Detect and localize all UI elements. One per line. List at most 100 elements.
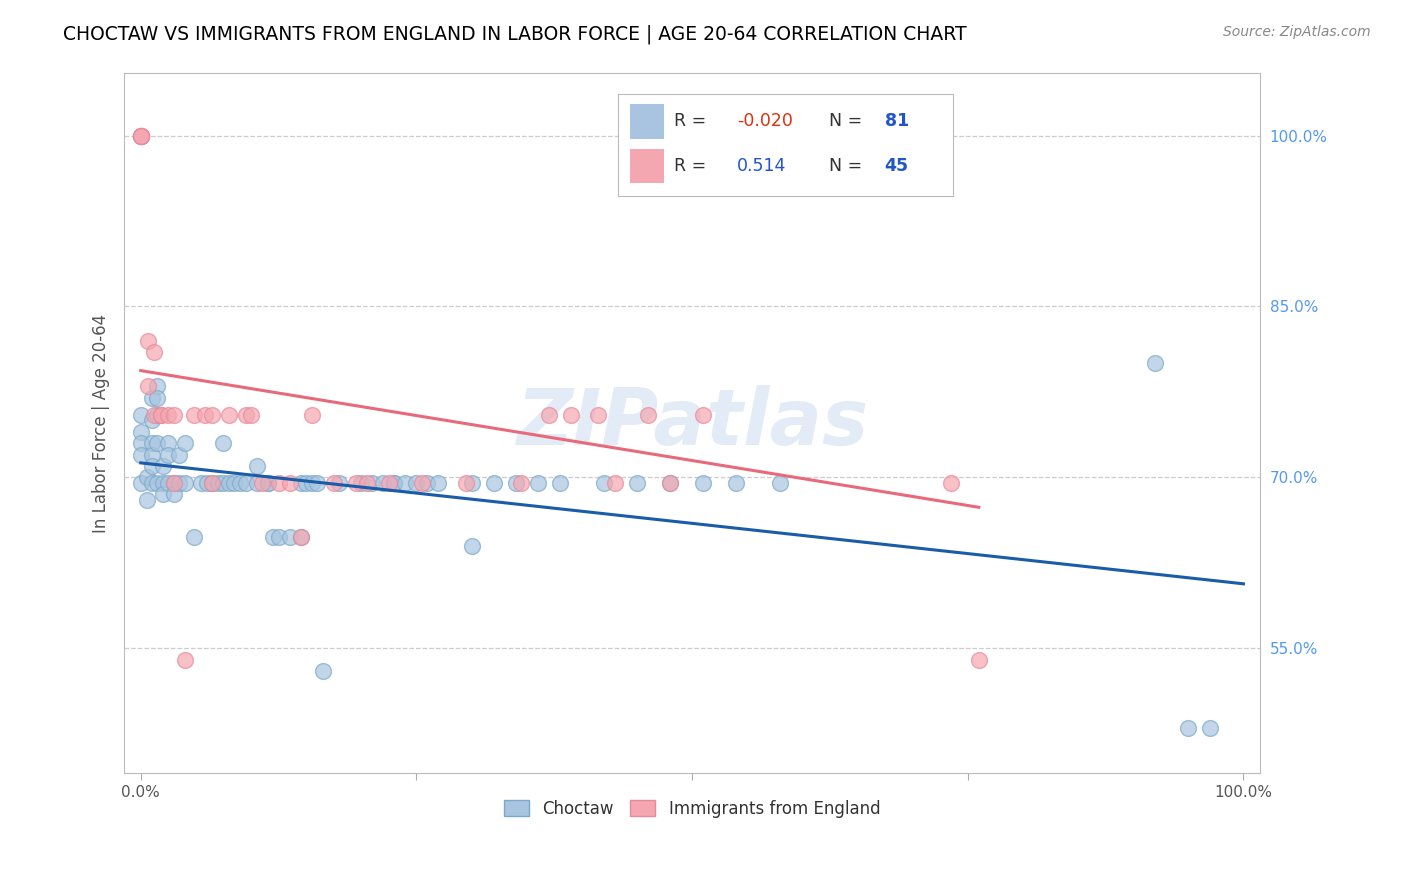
Point <box>267 529 290 543</box>
Point <box>152 487 174 501</box>
Point <box>245 475 267 490</box>
Point <box>149 408 172 422</box>
Point <box>129 128 152 143</box>
Point <box>405 475 427 490</box>
Point <box>659 475 682 490</box>
Point <box>218 408 240 422</box>
Point <box>201 475 224 490</box>
Point <box>146 436 169 450</box>
Point <box>190 475 212 490</box>
Point <box>157 436 180 450</box>
Point <box>924 128 946 143</box>
Point <box>356 475 378 490</box>
Point <box>427 475 450 490</box>
Point <box>307 475 329 490</box>
Point <box>322 475 344 490</box>
Point <box>290 529 312 543</box>
Point <box>526 475 548 490</box>
Point <box>163 408 186 422</box>
Text: Source: ZipAtlas.com: Source: ZipAtlas.com <box>1223 25 1371 39</box>
Point <box>141 475 163 490</box>
Point <box>692 408 714 422</box>
Point <box>157 408 180 422</box>
Point <box>344 475 367 490</box>
Y-axis label: In Labor Force | Age 20-64: In Labor Force | Age 20-64 <box>93 314 110 533</box>
Point <box>692 475 714 490</box>
Point <box>129 128 152 143</box>
Point <box>312 664 335 678</box>
Point <box>129 128 152 143</box>
Point <box>278 529 301 543</box>
Point <box>460 539 482 553</box>
Point <box>361 475 384 490</box>
Point <box>173 475 195 490</box>
Point <box>141 448 163 462</box>
Point <box>141 458 163 473</box>
Point <box>350 475 373 490</box>
Point <box>1177 721 1199 735</box>
Point <box>505 475 527 490</box>
Point <box>256 475 278 490</box>
Point <box>129 128 152 143</box>
Point <box>290 529 312 543</box>
Point <box>256 475 278 490</box>
Point <box>328 475 350 490</box>
Point <box>129 425 152 439</box>
Point <box>136 493 159 508</box>
Point <box>173 436 195 450</box>
Point <box>129 408 152 422</box>
Point <box>195 475 218 490</box>
Point <box>378 475 401 490</box>
Point <box>129 128 152 143</box>
Point <box>141 413 163 427</box>
Point <box>588 408 610 422</box>
Point <box>201 408 224 422</box>
Point <box>278 475 301 490</box>
Point <box>129 448 152 462</box>
Point <box>967 652 990 666</box>
Point <box>146 408 169 422</box>
Point <box>146 391 169 405</box>
Point <box>769 475 792 490</box>
Point <box>129 128 152 143</box>
Point <box>173 652 195 666</box>
Point <box>207 475 229 490</box>
Point <box>510 475 533 490</box>
Point <box>240 408 263 422</box>
Point <box>593 475 616 490</box>
Point <box>143 345 166 359</box>
Point <box>157 448 180 462</box>
Point <box>152 458 174 473</box>
Point <box>141 436 163 450</box>
Point <box>152 475 174 490</box>
Point <box>163 475 186 490</box>
Point <box>149 408 172 422</box>
Point <box>194 408 217 422</box>
Point <box>560 408 582 422</box>
Point <box>659 475 682 490</box>
Point <box>637 408 659 422</box>
Point <box>224 475 246 490</box>
Point <box>169 448 191 462</box>
Point <box>301 475 323 490</box>
Text: CHOCTAW VS IMMIGRANTS FROM ENGLAND IN LABOR FORCE | AGE 20-64 CORRELATION CHART: CHOCTAW VS IMMIGRANTS FROM ENGLAND IN LA… <box>63 25 967 45</box>
Point <box>157 475 180 490</box>
Point <box>290 475 312 490</box>
Point <box>138 334 160 348</box>
Point <box>183 408 205 422</box>
Legend: Choctaw, Immigrants from England: Choctaw, Immigrants from England <box>498 793 887 824</box>
Point <box>454 475 477 490</box>
Point <box>229 475 252 490</box>
Point <box>235 408 257 422</box>
Point <box>245 458 267 473</box>
Point <box>163 475 186 490</box>
Point <box>626 475 648 490</box>
Point <box>941 475 963 490</box>
Point <box>267 475 290 490</box>
Point <box>1144 356 1167 370</box>
Point <box>129 475 152 490</box>
Point <box>212 436 235 450</box>
Point <box>537 408 560 422</box>
Point <box>138 379 160 393</box>
Point <box>1199 721 1222 735</box>
